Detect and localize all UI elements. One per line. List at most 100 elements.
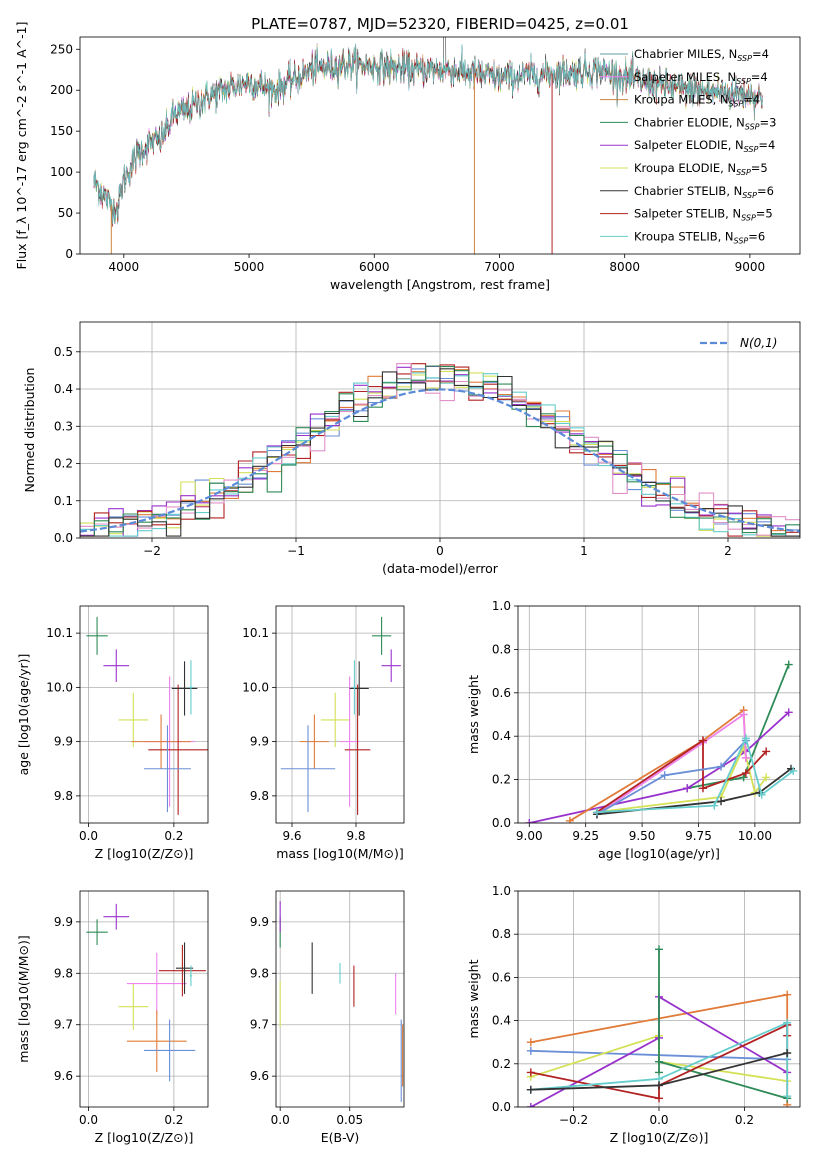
weight-marker [698,736,707,745]
weight-marker [592,808,601,817]
legend-sub: SSP [736,77,751,86]
panel-mass_vs_ebv: 0.0 0.05 9.6 9.7 9.8 9.9 E(B-V) [250,890,405,1145]
x-axis-label: Z [log10(Z/Z⊙)] [95,846,194,861]
axes-frame [517,605,801,824]
weight-marker [783,1049,792,1057]
y-tick-label: 9.8 [54,789,73,803]
weight-marker [717,762,726,771]
errorbar-point [352,660,356,715]
plot-area-weight_vs_z [526,945,792,1107]
weight-marker [741,769,750,778]
errorbar-point [86,919,108,945]
weight-marker [525,819,534,823]
x-tick-label: 0.2 [164,829,183,843]
weight-marker [783,990,792,999]
legend-entry: Kroupa STELIB, NSSP=6 [634,229,765,245]
x-tick-label: 9.25 [572,829,599,843]
weight-marker [710,801,719,810]
panel-spectrum: 4000 5000 6000 7000 8000 9000 0 50 100 150 200 250 w… [14,22,801,292]
x-tick-label: 9.8 [346,829,365,843]
gaussian-curve [80,388,800,533]
y-tick-label: 0.0 [54,531,73,545]
weight-marker [762,773,771,782]
y-tick-label: 9.9 [250,735,269,749]
x-tick-label: 7000 [484,260,515,274]
panel-mass_vs_z: 0.0 0.2 9.6 9.7 9.8 9.9 Z [log10(Z/Z⊙)] mass [l… [16,890,209,1145]
panel-age_vs_mass: 9.6 9.8 9.8 9.9 10.0 10.1 mass [log10(M/M⊙)] [242,605,405,861]
x-axis-label: wavelength [Angstrom, rest frame] [330,277,550,292]
y-tick-label: 0.6 [492,970,511,984]
plot-area-age_vs_mass [280,616,401,815]
weight-marker [526,1046,535,1055]
weight-marker [739,710,748,719]
weight-marker [757,790,766,799]
legend-eq: =4 [751,70,768,84]
weight-line [596,739,747,816]
legend-entry: Kroupa ELODIE, NSSP=5 [634,161,768,177]
y-tick-label: 9.8 [54,966,73,980]
errorbar-point [349,661,369,716]
weight-marker [783,1092,792,1101]
x-axis-label: age [log10(age/yr)] [598,846,720,861]
y-tick-label: 9.9 [54,735,73,749]
x-tick-label: 0.0 [271,1113,290,1127]
y-tick-label: 0.8 [492,927,511,941]
x-axis-label: mass [log10(M/M⊙)] [276,846,404,861]
weight-marker [655,1057,663,1066]
errorbar-point [144,725,191,813]
weight-marker [784,708,793,717]
weight-marker [741,753,750,762]
y-tick-label: 0.4 [492,1014,511,1028]
y-tick-label: 0.6 [492,686,511,700]
x-tick-label: 10.00 [738,829,772,843]
x-tick-label: −0.2 [559,1113,588,1127]
x-tick-label: 0.2 [735,1113,754,1127]
errorbar-point [118,983,149,1030]
x-tick-label: 4000 [109,260,140,274]
plot-area-mass_vs_ebv [279,901,404,1102]
histogram-step [80,368,800,537]
panel-age_vs_z: 0.0 0.2 9.8 9.9 10.0 10.1 Z [log10(Z/Z⊙)] age [… [16,605,209,861]
legend-sub: SSP [736,168,751,177]
weight-marker [741,734,750,743]
errorbar-point [126,1010,187,1073]
x-tick-label: 9.6 [282,829,301,843]
weight-marker [789,766,798,775]
legend-eq: =6 [757,184,774,198]
plot-area-weight_vs_age [525,660,798,823]
y-tick-label: 0.5 [54,345,73,359]
legend-sub: SSP [734,236,749,245]
weight-marker [526,1103,535,1107]
legend-eq: =6 [748,229,765,243]
x-tick-label: 0.2 [164,1113,183,1127]
legend-sub: SSP [729,100,744,109]
errorbar-point [131,714,191,769]
errorbar-point [344,684,371,815]
x-axis-label: E(B-V) [321,1130,360,1145]
errorbar-point [300,714,329,769]
legend-eq: =4 [743,93,760,107]
x-tick-label: 0.0 [649,1113,668,1127]
y-tick-label: 9.8 [250,966,269,980]
y-tick-label: 9.6 [54,1069,73,1083]
weight-marker [565,816,574,823]
axes-frame [275,605,405,824]
figure-title: PLATE=0787, MJD=52320, FIBERID=0425, z=0… [251,15,629,33]
weight-marker [526,1038,535,1047]
weight-marker [526,1085,535,1094]
axes-frame [79,321,801,539]
plot-area-mass_vs_z [86,903,206,1082]
y-tick-label: 250 [50,42,73,56]
errorbar-point [188,660,194,715]
errorbar-point [86,616,108,655]
x-tick-label: 9.00 [516,829,543,843]
y-tick-label: 9.6 [250,1069,269,1083]
x-tick-label: 0.05 [336,1113,363,1127]
y-tick-label: 10.0 [242,680,269,694]
x-tick-label: 5000 [234,260,265,274]
weight-marker [784,660,793,669]
legend-entry: Chabrier ELODIE, NSSP=3 [634,115,776,131]
weight-marker [655,1081,663,1090]
y-axis-label: age [log10(age/yr)] [16,654,31,776]
x-axis-label: Z [log10(Z/Z⊙)] [610,1130,709,1145]
